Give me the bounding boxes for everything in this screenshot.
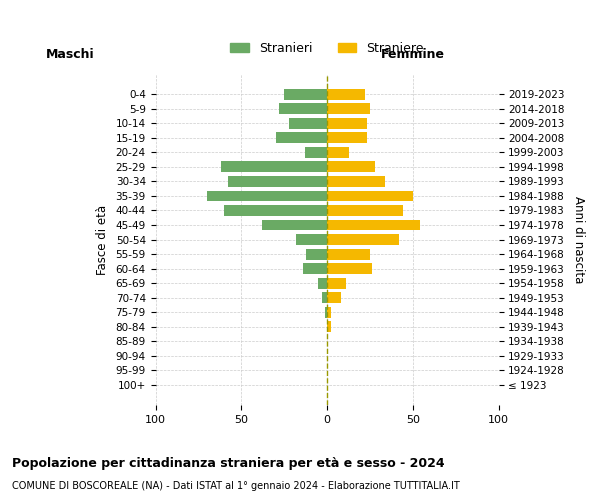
Bar [322, 292, 327, 303]
Bar [262, 220, 327, 230]
Bar [327, 321, 331, 332]
Bar [284, 89, 327, 100]
Bar [327, 205, 403, 216]
Bar [224, 205, 327, 216]
Bar [207, 190, 327, 202]
Bar [327, 89, 365, 100]
Bar [305, 147, 327, 158]
Bar [319, 278, 327, 288]
Bar [289, 118, 327, 129]
Bar [303, 263, 327, 274]
Bar [296, 234, 327, 245]
Bar [307, 248, 327, 260]
Bar [279, 104, 327, 115]
Bar [327, 190, 413, 202]
Text: Maschi: Maschi [46, 48, 94, 60]
Bar [327, 147, 349, 158]
Bar [327, 306, 331, 318]
Bar [327, 220, 419, 230]
Bar [327, 292, 341, 303]
Bar [327, 278, 346, 288]
Y-axis label: Anni di nascita: Anni di nascita [572, 196, 585, 283]
Bar [221, 162, 327, 172]
Bar [327, 263, 371, 274]
Bar [327, 176, 385, 187]
Bar [327, 104, 370, 115]
Bar [327, 162, 375, 172]
Text: Femmine: Femmine [381, 48, 445, 60]
Y-axis label: Fasce di età: Fasce di età [95, 204, 109, 274]
Bar [327, 132, 367, 143]
Bar [275, 132, 327, 143]
Legend: Stranieri, Straniere: Stranieri, Straniere [226, 37, 429, 60]
Bar [227, 176, 327, 187]
Bar [325, 306, 327, 318]
Text: COMUNE DI BOSCOREALE (NA) - Dati ISTAT al 1° gennaio 2024 - Elaborazione TUTTITA: COMUNE DI BOSCOREALE (NA) - Dati ISTAT a… [12, 481, 460, 491]
Bar [327, 118, 367, 129]
Bar [327, 248, 370, 260]
Bar [327, 234, 399, 245]
Text: Popolazione per cittadinanza straniera per età e sesso - 2024: Popolazione per cittadinanza straniera p… [12, 458, 445, 470]
